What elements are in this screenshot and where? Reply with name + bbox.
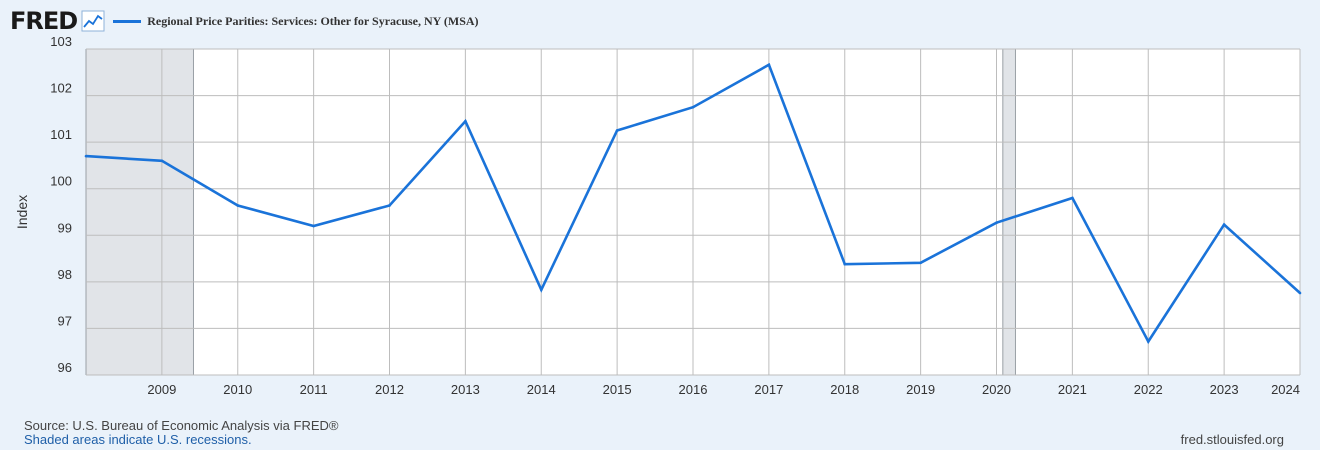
x-tick-label-2013: 2013	[451, 382, 480, 397]
series-layer	[84, 62, 1302, 345]
data-point-2024[interactable]	[1298, 291, 1302, 295]
x-tick-label-2023: 2023	[1210, 382, 1239, 397]
y-axis-ticks: 96 97 98 99 100 101 102 103	[50, 34, 72, 375]
data-point-2014[interactable]	[539, 288, 543, 292]
recession-shading	[85, 49, 1016, 375]
x-tick-label-2022: 2022	[1134, 382, 1163, 397]
y-axis-label: Index	[14, 195, 30, 229]
line-chart-icon	[81, 10, 105, 32]
x-tick-label-2016: 2016	[679, 382, 708, 397]
fred-url[interactable]: fred.stlouisfed.org	[1180, 432, 1284, 447]
x-tick-label-2015: 2015	[603, 382, 632, 397]
gridlines	[86, 48, 1301, 376]
data-point-2016[interactable]	[691, 105, 695, 109]
x-tick-label-2020: 2020	[982, 382, 1011, 397]
x-tick-label-2021: 2021	[1058, 382, 1087, 397]
data-point-2012[interactable]	[388, 204, 391, 207]
x-tick-label-2024: 2024	[1271, 382, 1300, 397]
data-point-2011[interactable]	[312, 224, 315, 228]
chart-header: FRED Regional Price Parities: Services: …	[10, 6, 479, 36]
legend-swatch	[113, 19, 142, 23]
data-point-2010[interactable]	[236, 204, 240, 207]
y-tick-label-96: 96	[58, 360, 72, 375]
recession-band-1	[86, 49, 194, 375]
data-point-2023[interactable]	[1222, 223, 1226, 226]
y-tick-label-98: 98	[58, 267, 72, 282]
data-point-2019[interactable]	[919, 261, 922, 265]
y-tick-label-101: 101	[50, 127, 72, 142]
data-point-2008[interactable]	[84, 154, 88, 158]
data-point-2009[interactable]	[160, 159, 164, 163]
data-point-2017[interactable]	[767, 63, 771, 67]
y-tick-label-99: 99	[58, 220, 72, 235]
x-tick-label-2019: 2019	[906, 382, 935, 397]
y-tick-label-97: 97	[58, 313, 72, 328]
fred-logo[interactable]: FRED	[10, 7, 78, 35]
data-point-2013[interactable]	[464, 119, 467, 123]
recession-band-2	[1002, 49, 1016, 375]
data-point-2018[interactable]	[843, 262, 847, 266]
data-point-2022[interactable]	[1146, 340, 1150, 343]
legend-series-label[interactable]: Regional Price Parities: Services: Other…	[147, 13, 479, 28]
x-tick-label-2012: 2012	[375, 382, 404, 397]
data-point-2021[interactable]	[1071, 196, 1074, 200]
x-tick-label-2009: 2009	[147, 382, 176, 397]
recession-note[interactable]: Shaded areas indicate U.S. recessions.	[24, 432, 252, 447]
x-tick-label-2011: 2011	[300, 382, 328, 397]
x-tick-label-2017: 2017	[754, 382, 783, 397]
x-tick-label-2014: 2014	[527, 382, 556, 397]
x-tick-label-2018: 2018	[830, 382, 859, 397]
y-tick-label-102: 102	[50, 81, 72, 96]
data-point-2020[interactable]	[995, 221, 998, 225]
y-tick-label-100: 100	[50, 174, 72, 189]
x-axis-ticks: 2009 2010 2011 2012 2013 2014 2015 2016 2017 2018…	[147, 382, 1300, 397]
y-tick-label-103: 103	[50, 34, 72, 49]
data-point-2015[interactable]	[615, 129, 619, 132]
source-note: Source: U.S. Bureau of Economic Analysis…	[24, 418, 339, 433]
x-tick-label-2010: 2010	[223, 382, 252, 397]
